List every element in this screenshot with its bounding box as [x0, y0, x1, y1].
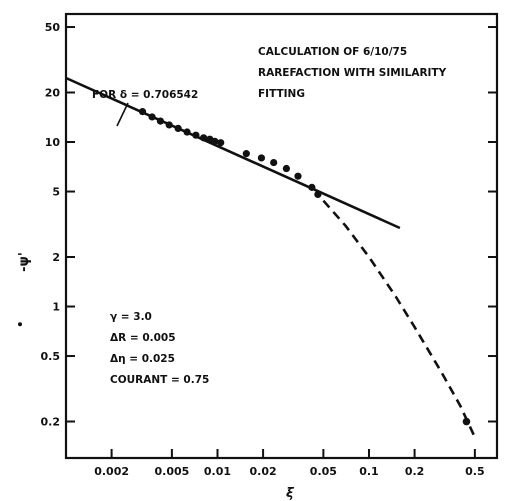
data-point — [308, 183, 316, 191]
param-courant: COURANT = 0.75 — [110, 374, 209, 386]
param-delta-eta: Δη = 0.025 — [110, 353, 175, 365]
y-tick-label: 0.2 — [41, 416, 61, 429]
data-point — [270, 158, 278, 167]
plot-frame — [64, 12, 499, 460]
data-point — [192, 131, 200, 139]
x-tick-label: 0.5 — [465, 465, 485, 478]
data-point — [148, 113, 156, 121]
fit-label-leader — [116, 102, 129, 127]
y-tick-label: 10 — [45, 136, 61, 149]
y-tick-label: 2 — [52, 251, 60, 264]
data-point — [156, 117, 165, 125]
x-tick-label: 0.005 — [154, 465, 189, 478]
stray-dot-mark — [18, 322, 22, 327]
y-axis-label: -ψ' — [17, 252, 32, 272]
lines-layer — [65, 76, 477, 438]
y-tick-label: 5 — [52, 186, 60, 199]
fit-label: FOR δ = 0.706542 — [92, 89, 198, 101]
annotation-title-line-1: CALCULATION OF 6/10/75 — [258, 46, 407, 58]
x-axis-label: ξ — [286, 486, 295, 501]
data-point — [282, 164, 290, 173]
y-tick-label: 0.5 — [41, 350, 61, 363]
x-tick-label: 0.2 — [405, 465, 425, 478]
data-point — [294, 172, 302, 180]
data-point — [200, 134, 208, 142]
data-point — [183, 128, 191, 136]
data-point — [462, 417, 471, 426]
points-layer — [138, 108, 471, 426]
annotation-title-line-2: RAREFACTION WITH SIMILARITY — [258, 67, 447, 79]
similarity-fit-line — [65, 76, 401, 230]
x-tick-label: 0.002 — [94, 465, 129, 478]
y-tick-label: 50 — [45, 21, 61, 34]
param-gamma: γ = 3.0 — [110, 311, 152, 323]
x-tick-label: 0.02 — [250, 465, 277, 478]
x-tick-label: 0.1 — [359, 465, 379, 478]
data-point — [138, 108, 147, 116]
y-tick-label: 20 — [45, 86, 61, 99]
x-tick-label: 0.05 — [310, 465, 337, 478]
annotation-title-line-3: FITTING — [258, 88, 305, 100]
data-point — [174, 124, 182, 132]
param-delta-r: ΔR = 0.005 — [110, 332, 176, 344]
dashed-curve — [322, 199, 477, 438]
data-point — [217, 139, 225, 147]
data-point — [211, 137, 219, 145]
data-point — [257, 154, 266, 162]
data-point — [314, 190, 322, 199]
y-tick-label: 1 — [52, 301, 60, 314]
ticks-layer: 0.002 0.005 0.01 0.02 0.05 0.1 0.2 0.5 0.2 0.5 1 2 5… — [18, 21, 497, 478]
data-point — [242, 150, 250, 158]
data-point — [165, 121, 173, 129]
x-tick-label: 0.01 — [204, 465, 231, 478]
